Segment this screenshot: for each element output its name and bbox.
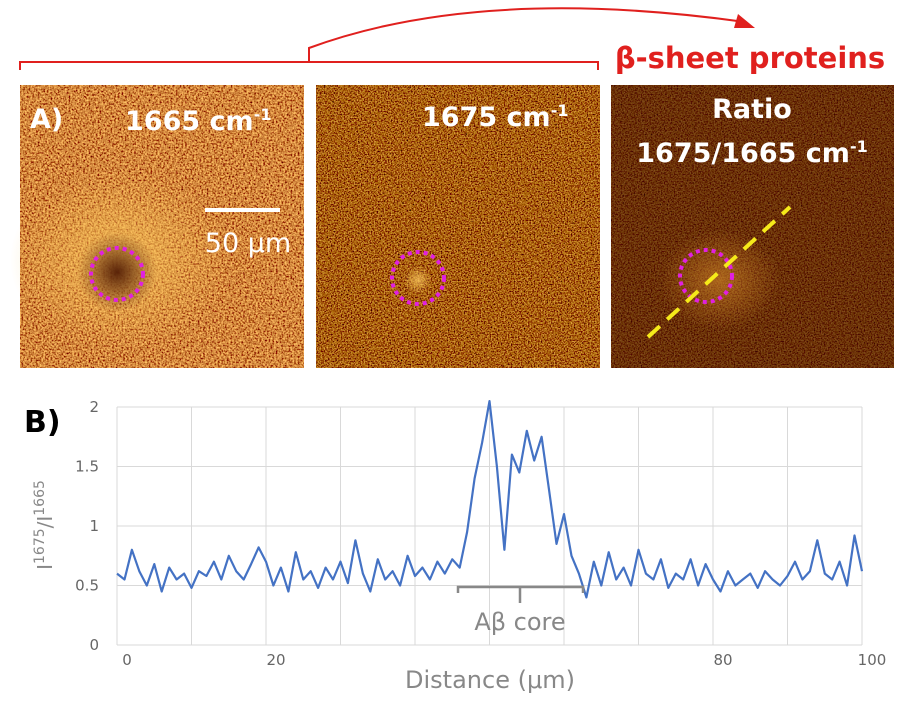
label-text: 1665 cm (125, 106, 254, 137)
y-tick-label: 0 (89, 636, 99, 654)
panel-label: 1675/1665 cm-1 (636, 137, 867, 169)
image-panel (611, 85, 894, 368)
x-tick-label: 0 (122, 651, 132, 669)
label-sup: -1 (551, 101, 569, 120)
y-label-part: I (33, 564, 57, 570)
line (116, 400, 864, 599)
y-axis-label: I1675/I1665 (32, 480, 57, 570)
y-label-part: 1675 (32, 528, 48, 564)
label-text: 1675/1665 cm (636, 138, 850, 169)
x-axis-label: Distance (μm) (405, 666, 575, 694)
label-sup: -1 (254, 105, 272, 124)
panel-label: 1675 cm-1 (422, 101, 568, 133)
scale-bar-label: 50 μm (205, 228, 291, 259)
y-tick-label: 1 (89, 517, 99, 535)
arrow-head (734, 14, 755, 28)
y-tick-label: 0.5 (75, 577, 99, 595)
image-panel (316, 85, 600, 368)
y-label-part: /I (33, 516, 57, 529)
plot: 00.511.520 20 80 100 (75, 398, 886, 669)
annotation: Aβ core (474, 608, 565, 636)
annotation-bracket (456, 585, 585, 603)
chart-letter: B) (24, 405, 61, 440)
x-tick-label: 80 (713, 651, 732, 669)
label-text: 1675 cm (422, 102, 551, 133)
x-tick-label: 20 (266, 651, 285, 669)
y-tick-label: 2 (89, 398, 99, 416)
x-tick-label: 100 (858, 651, 887, 669)
panel-label: 1665 cm-1 (125, 105, 271, 137)
image-panel (10, 85, 304, 368)
arrow-label: β-sheet proteins (615, 41, 885, 75)
bracket-arrow (19, 7, 746, 70)
panel-letter: A) (30, 104, 63, 135)
panel-title: Ratio (712, 94, 792, 125)
y-tick-label: 1.5 (75, 458, 99, 476)
label-sup: -1 (850, 137, 868, 156)
y-label-part: 1665 (32, 480, 48, 516)
